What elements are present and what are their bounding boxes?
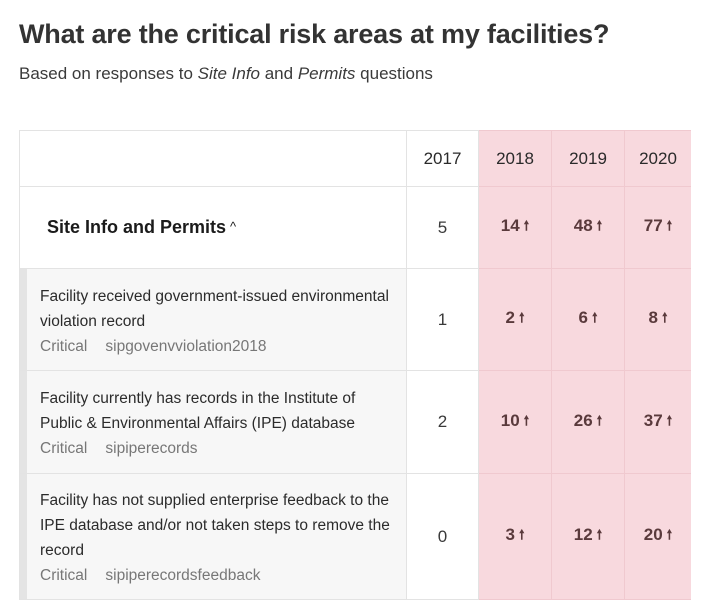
risk-table: 2017 2018 2019 2020 Site Info and Permit… xyxy=(19,130,691,600)
group-value-2019: 48 🠕 xyxy=(551,186,625,269)
group-label-cell[interactable]: Site Info and Permits ^ xyxy=(19,186,407,269)
severity-label: Critical xyxy=(40,440,88,457)
risk-item-cell: Facility currently has records in the In… xyxy=(19,370,407,474)
question-code: sipiperecordsfeedback xyxy=(105,567,261,584)
row-value-2019: 6 🠕 xyxy=(551,268,625,371)
row-value-2019: 26 🠕 xyxy=(551,370,625,474)
subtitle-permits: Permits xyxy=(297,64,356,83)
row-value-2018: 2 🠕 xyxy=(478,268,552,371)
year-header-2019[interactable]: 2019 xyxy=(551,130,625,187)
row-value-2020: 8 🠕 xyxy=(624,268,691,371)
value-text: 10 xyxy=(500,410,520,430)
risk-item-cell: Facility received government-issued envi… xyxy=(19,268,407,371)
risk-item-meta: Critical sipiperecordsfeedback xyxy=(40,567,392,585)
arrow-up-icon: 🠕 xyxy=(596,218,603,233)
value-text: 3 xyxy=(505,525,515,544)
risk-item-text: Facility received government-issued envi… xyxy=(40,287,389,330)
value-text: 77 xyxy=(643,216,663,235)
row-value-2017: 2 xyxy=(406,370,479,474)
table-header-row: 2017 2018 2019 2020 xyxy=(19,130,691,187)
arrow-up-icon: 🠕 xyxy=(666,527,673,542)
year-header-2018[interactable]: 2018 xyxy=(478,130,552,187)
table-row: Facility received government-issued envi… xyxy=(19,268,691,371)
value-text: 20 xyxy=(643,525,663,544)
value-text: 2 xyxy=(505,308,515,327)
arrow-up-icon: 🠕 xyxy=(666,412,673,428)
year-header-2020[interactable]: 2020 xyxy=(624,130,691,187)
arrow-up-icon: 🠕 xyxy=(523,412,530,428)
row-value-2017: 1 xyxy=(406,268,479,371)
subtitle-suffix: questions xyxy=(355,64,433,83)
row-value-2018: 3 🠕 xyxy=(478,473,552,600)
subtitle-site-info: Site Info xyxy=(197,64,260,83)
subtitle-mid: and xyxy=(260,64,298,83)
severity-label: Critical xyxy=(40,337,88,355)
severity-label: Critical xyxy=(40,567,88,584)
risk-table-container: 2017 2018 2019 2020 Site Info and Permit… xyxy=(19,130,691,602)
page-subtitle: Based on responses to Site Info and Perm… xyxy=(19,64,433,84)
value-text: 6 xyxy=(578,308,588,327)
group-label[interactable]: Site Info and Permits xyxy=(47,217,227,237)
value-text: 14 xyxy=(500,216,520,235)
arrow-up-icon: 🠕 xyxy=(661,310,668,325)
row-value-2019: 12 🠕 xyxy=(551,473,625,600)
group-value-2020: 77 🠕 xyxy=(624,186,691,269)
value-text: 26 xyxy=(573,410,593,430)
value-text: 48 xyxy=(573,216,593,235)
arrow-up-icon: 🠕 xyxy=(518,310,525,325)
arrow-up-icon: 🠕 xyxy=(596,412,603,428)
arrow-up-icon: 🠕 xyxy=(518,527,525,542)
group-value-2018: 14 🠕 xyxy=(478,186,552,269)
subtitle-prefix: Based on responses to xyxy=(19,64,198,83)
collapse-caret-icon[interactable]: ^ xyxy=(230,219,237,234)
risk-item-meta: Critical sipiperecords xyxy=(40,440,392,458)
value-text: 8 xyxy=(648,308,658,327)
year-header-2017[interactable]: 2017 xyxy=(406,130,479,187)
arrow-up-icon: 🠕 xyxy=(523,218,530,233)
group-row-site-info-permits[interactable]: Site Info and Permits ^ 5 14 🠕 48 🠕 77 🠕 xyxy=(19,186,691,269)
row-value-2020: 20 🠕 xyxy=(624,473,691,600)
value-text: 12 xyxy=(573,525,593,544)
arrow-up-icon: 🠕 xyxy=(591,310,598,325)
row-value-2017: 0 xyxy=(406,473,479,600)
question-code: sipgovenvviolation2018 xyxy=(105,337,267,355)
table-row: Facility has not supplied enterprise fee… xyxy=(19,473,691,600)
value-text: 37 xyxy=(643,410,663,430)
risk-item-meta: Critical sipgovenvviolation2018 xyxy=(40,338,392,356)
arrow-up-icon: 🠕 xyxy=(596,527,603,542)
row-value-2020: 37 🠕 xyxy=(624,370,691,474)
risk-item-text: Facility currently has records in the In… xyxy=(40,390,356,432)
group-value-2017: 5 xyxy=(406,186,479,269)
risk-item-text: Facility has not supplied enterprise fee… xyxy=(40,492,390,559)
risk-item-cell: Facility has not supplied enterprise fee… xyxy=(19,473,407,600)
table-row: Facility currently has records in the In… xyxy=(19,370,691,474)
row-value-2018: 10 🠕 xyxy=(478,370,552,474)
header-corner-cell xyxy=(19,130,407,187)
page-title: What are the critical risk areas at my f… xyxy=(19,19,610,49)
question-code: sipiperecords xyxy=(105,440,198,457)
arrow-up-icon: 🠕 xyxy=(666,218,673,233)
